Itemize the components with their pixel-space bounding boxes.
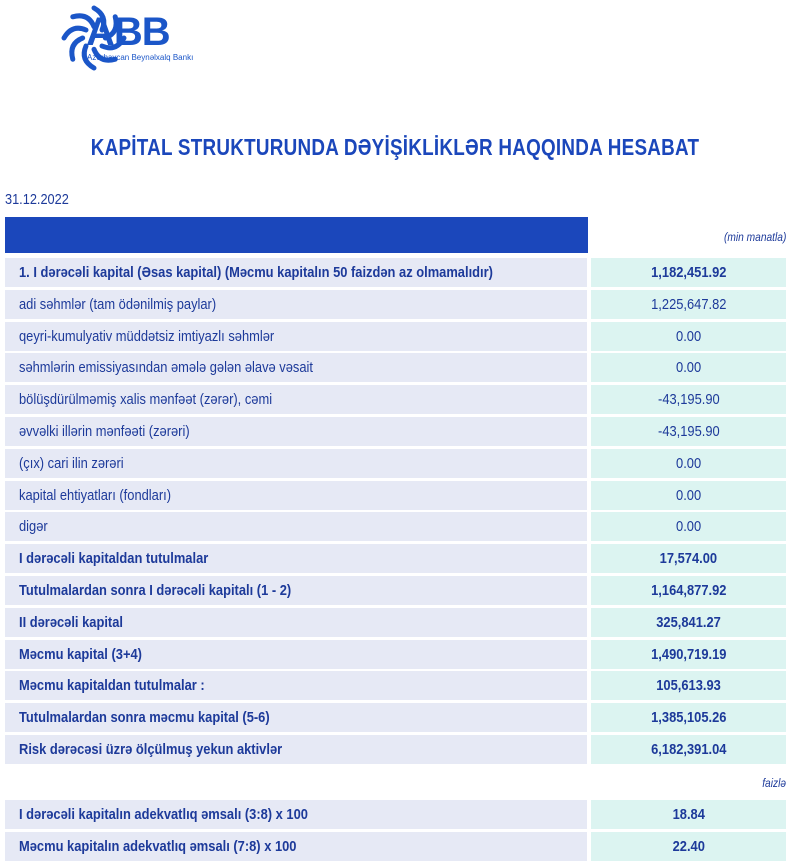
row-label: əvvəlki illərin mənfəəti (zərəri) (5, 417, 587, 446)
row-value: 0.00 (591, 353, 786, 383)
row-value-text: 105,613.93 (656, 677, 721, 695)
table-header-bar (5, 217, 588, 253)
row-label-text: 1. I dərəcəli kapital (Əsas kapital) (Mə… (19, 264, 493, 281)
row-value: 17,574.00 (591, 544, 786, 574)
row-value: 6,182,391.04 (591, 735, 786, 764)
page-title: KAPİTAL STRUKTURUNDA DƏYİŞİKLİKLƏR HAQQI… (90, 134, 700, 160)
table-row: Tutulmalardan sonra I dərəcəli kapitalı … (5, 576, 786, 605)
row-label: qeyri-kumulyativ müddətsiz imtiyazlı səh… (5, 321, 587, 351)
row-value-text: 1,182,451.92 (650, 264, 727, 281)
table-row: Məcmu kapitalın adekvatlıq əmsalı (7:8) … (5, 832, 786, 861)
table-row: II dərəcəli kapital 325,841.27 (5, 607, 786, 637)
unit-label-top: (min manatla) (723, 230, 786, 244)
row-value: 18.84 (591, 800, 786, 829)
row-label-text: kapital ehtiyatları (fondları) (19, 486, 172, 504)
row-value-text: 1,164,877.92 (650, 582, 727, 599)
table-row: Tutulmalardan sonra məcmu kapital (5-6) 1… (5, 703, 786, 733)
row-value: 325,841.27 (591, 607, 786, 637)
row-value-text: 0.00 (675, 359, 702, 377)
table-row: Risk dərəcəsi üzrə ölçülmuş yekun aktivl… (5, 735, 786, 764)
row-value-text: 325,841.27 (656, 613, 721, 631)
row-label-text: qeyri-kumulyativ müddətsiz imtiyazlı səh… (19, 327, 275, 345)
row-label-text: Məcmu kapitaldan tutulmalar : (19, 677, 205, 695)
row-value: -43,195.90 (591, 385, 786, 415)
row-value-text: 0.00 (675, 518, 702, 536)
row-label: Məcmu kapitaldan tutulmalar : (5, 671, 587, 701)
row-label: (çıx) cari ilin zərəri (5, 448, 587, 478)
row-label-text: adi səhmlər (tam ödənilmiş paylar) (19, 295, 217, 313)
row-label: II dərəcəli kapital (5, 607, 587, 637)
row-value: 105,613.93 (591, 671, 786, 701)
row-label: Məcmu kapital (3+4) (5, 639, 587, 669)
row-label-text: I dərəcəli kapitaldan tutulmalar (19, 550, 209, 568)
row-value-text: -43,195.90 (657, 423, 720, 440)
row-label-text: I dərəcəli kapitalın adekvatlıq əmsalı (… (19, 806, 308, 823)
table-row: kapital ehtiyatları (fondları) 0.00 (5, 480, 786, 510)
unit-label-bottom: faizlə (762, 776, 786, 790)
row-value-text: 22.40 (672, 838, 705, 855)
table-row: I dərəcəli kapitaldan tutulmalar 17,574.0… (5, 544, 786, 574)
report-date: 31.12.2022 (5, 191, 69, 208)
row-value: 1,385,105.26 (591, 703, 786, 733)
row-value: 1,225,647.82 (591, 289, 786, 319)
table-row: səhmlərin emissiyasından əmələ gələn əla… (5, 353, 786, 383)
row-label: Məcmu kapitalın adekvatlıq əmsalı (7:8) … (5, 832, 587, 861)
table-row: digər 0.00 (5, 512, 786, 542)
table-row: 1. I dərəcəli kapital (Əsas kapital) (Mə… (5, 258, 786, 287)
row-value: 22.40 (591, 832, 786, 861)
table-row: bölüşdürülməmiş xalis mənfəət (zərər), c… (5, 385, 786, 415)
table-row: I dərəcəli kapitalın adekvatlıq əmsalı (… (5, 800, 786, 829)
row-label: I dərəcəli kapitalın adekvatlıq əmsalı (… (5, 800, 587, 829)
row-label: Tutulmalardan sonra I dərəcəli kapitalı … (5, 576, 587, 605)
table-row: Məcmu kapital (3+4) 1,490,719.19 (5, 639, 786, 669)
row-label: I dərəcəli kapitaldan tutulmalar (5, 544, 587, 574)
row-value: -43,195.90 (591, 417, 786, 446)
row-label-text: Risk dərəcəsi üzrə ölçülmuş yekun aktivl… (19, 741, 283, 758)
row-label-text: Məcmu kapitalın adekvatlıq əmsalı (7:8) … (19, 838, 297, 855)
row-value-text: 0.00 (675, 327, 702, 345)
row-value: 1,490,719.19 (591, 639, 786, 669)
row-label: Risk dərəcəsi üzrə ölçülmuş yekun aktivl… (5, 735, 587, 764)
table-row: əvvəlki illərin mənfəəti (zərəri) -43,195… (5, 417, 786, 446)
row-label-text: (çıx) cari ilin zərəri (19, 454, 124, 472)
row-label: 1. I dərəcəli kapital (Əsas kapital) (Mə… (5, 258, 587, 287)
table-row: qeyri-kumulyativ müddətsiz imtiyazlı səh… (5, 321, 786, 351)
row-label: Tutulmalardan sonra məcmu kapital (5-6) (5, 703, 587, 733)
row-value-text: 0.00 (675, 454, 702, 472)
row-label: səhmlərin emissiyasından əmələ gələn əla… (5, 353, 587, 383)
logo-name: ABB (86, 10, 171, 54)
row-value: 0.00 (591, 512, 786, 542)
row-label-text: digər (19, 518, 48, 536)
row-value-text: 1,385,105.26 (650, 709, 727, 727)
row-value-text: 18.84 (672, 806, 705, 823)
row-value-text: 17,574.00 (659, 550, 718, 568)
row-label-text: Məcmu kapital (3+4) (19, 645, 142, 663)
row-label-text: Tutulmalardan sonra I dərəcəli kapitalı … (19, 582, 292, 599)
row-value-text: 6,182,391.04 (650, 741, 727, 758)
table-row: (çıx) cari ilin zərəri 0.00 (5, 448, 786, 478)
table-row: Məcmu kapitaldan tutulmalar : 105,613.93 (5, 671, 786, 701)
row-label: bölüşdürülməmiş xalis mənfəət (zərər), c… (5, 385, 587, 415)
row-value: 0.00 (591, 321, 786, 351)
row-value-text: 1,225,647.82 (650, 295, 727, 313)
row-value-text: -43,195.90 (657, 391, 720, 409)
row-value: 1,164,877.92 (591, 576, 786, 605)
abb-star-icon (61, 5, 127, 71)
row-label: digər (5, 512, 587, 542)
row-label-text: əvvəlki illərin mənfəəti (zərəri) (19, 423, 190, 440)
row-label-text: bölüşdürülməmiş xalis mənfəət (zərər), c… (19, 391, 273, 409)
row-value: 1,182,451.92 (591, 258, 786, 287)
row-label: adi səhmlər (tam ödənilmiş paylar) (5, 289, 587, 319)
table-row: adi səhmlər (tam ödənilmiş paylar) 1,225,… (5, 289, 786, 319)
row-label-text: II dərəcəli kapital (19, 613, 123, 631)
row-value-text: 1,490,719.19 (650, 645, 727, 663)
row-label-text: Tutulmalardan sonra məcmu kapital (5-6) (19, 709, 270, 727)
logo-subtitle: Azərbaycan Beynəlxalq Bankı (87, 53, 194, 62)
row-value: 0.00 (591, 448, 786, 478)
row-label: kapital ehtiyatları (fondları) (5, 480, 587, 510)
row-value-text: 0.00 (675, 486, 702, 504)
row-label-text: səhmlərin emissiyasından əmələ gələn əla… (19, 359, 313, 377)
row-value: 0.00 (591, 480, 786, 510)
